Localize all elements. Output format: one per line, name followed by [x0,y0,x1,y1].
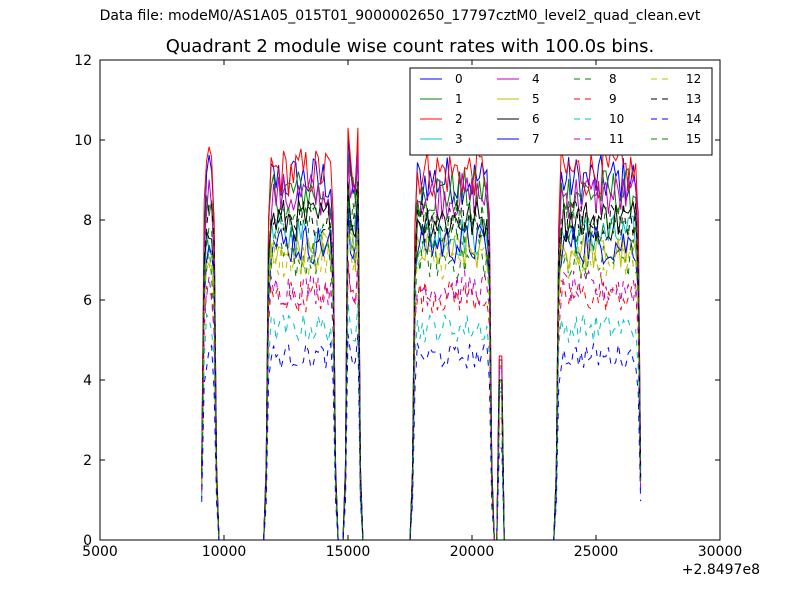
y-tick-label: 0 [83,533,92,549]
y-tick-label: 8 [83,213,92,229]
legend-label-13: 13 [686,92,701,106]
series-line-14 [201,333,642,540]
legend-label-15: 15 [686,132,701,146]
legend-label-4: 4 [532,72,540,86]
series-line-11 [201,257,642,540]
x-tick-label: 20000 [450,544,495,560]
x-tick-label: 10000 [202,544,247,560]
legend-label-6: 6 [532,112,540,126]
y-tick-label: 4 [83,373,92,389]
x-tick-label: 25000 [574,544,619,560]
series-line-13 [201,181,642,540]
x-tick-label: 30000 [698,544,743,560]
x-tick-label: 5000 [82,544,118,560]
legend-label-11: 11 [609,132,624,146]
legend-label-9: 9 [609,92,617,106]
legend-label-0: 0 [455,72,463,86]
legend-label-12: 12 [686,72,701,86]
series-line-4 [201,154,642,540]
y-tick-label: 12 [74,53,92,69]
legend-label-14: 14 [686,112,701,126]
y-tick-label: 2 [83,453,92,469]
legend-label-8: 8 [609,72,617,86]
series-line-7 [201,208,642,540]
chart-title: Quadrant 2 module wise count rates with … [165,36,655,57]
series-line-15 [201,186,642,540]
legend-label-3: 3 [455,132,463,146]
series-line-12 [201,226,642,540]
series-line-2 [201,127,642,540]
series-line-1 [201,150,642,540]
legend-label-7: 7 [532,132,540,146]
y-tick-label: 6 [83,293,92,309]
x-tick-label: 15000 [326,544,371,560]
legend-box [409,67,713,156]
legend-label-2: 2 [455,112,463,126]
legend-label-10: 10 [609,112,624,126]
figure-suptitle: Data file: modeM0/AS1A05_015T01_90000026… [99,8,701,24]
y-tick-label: 10 [74,133,92,149]
series-layer [201,127,642,540]
legend-label-1: 1 [455,92,463,106]
legend-label-5: 5 [532,92,540,106]
x-axis-offset-label: +2.8497e8 [681,562,760,578]
